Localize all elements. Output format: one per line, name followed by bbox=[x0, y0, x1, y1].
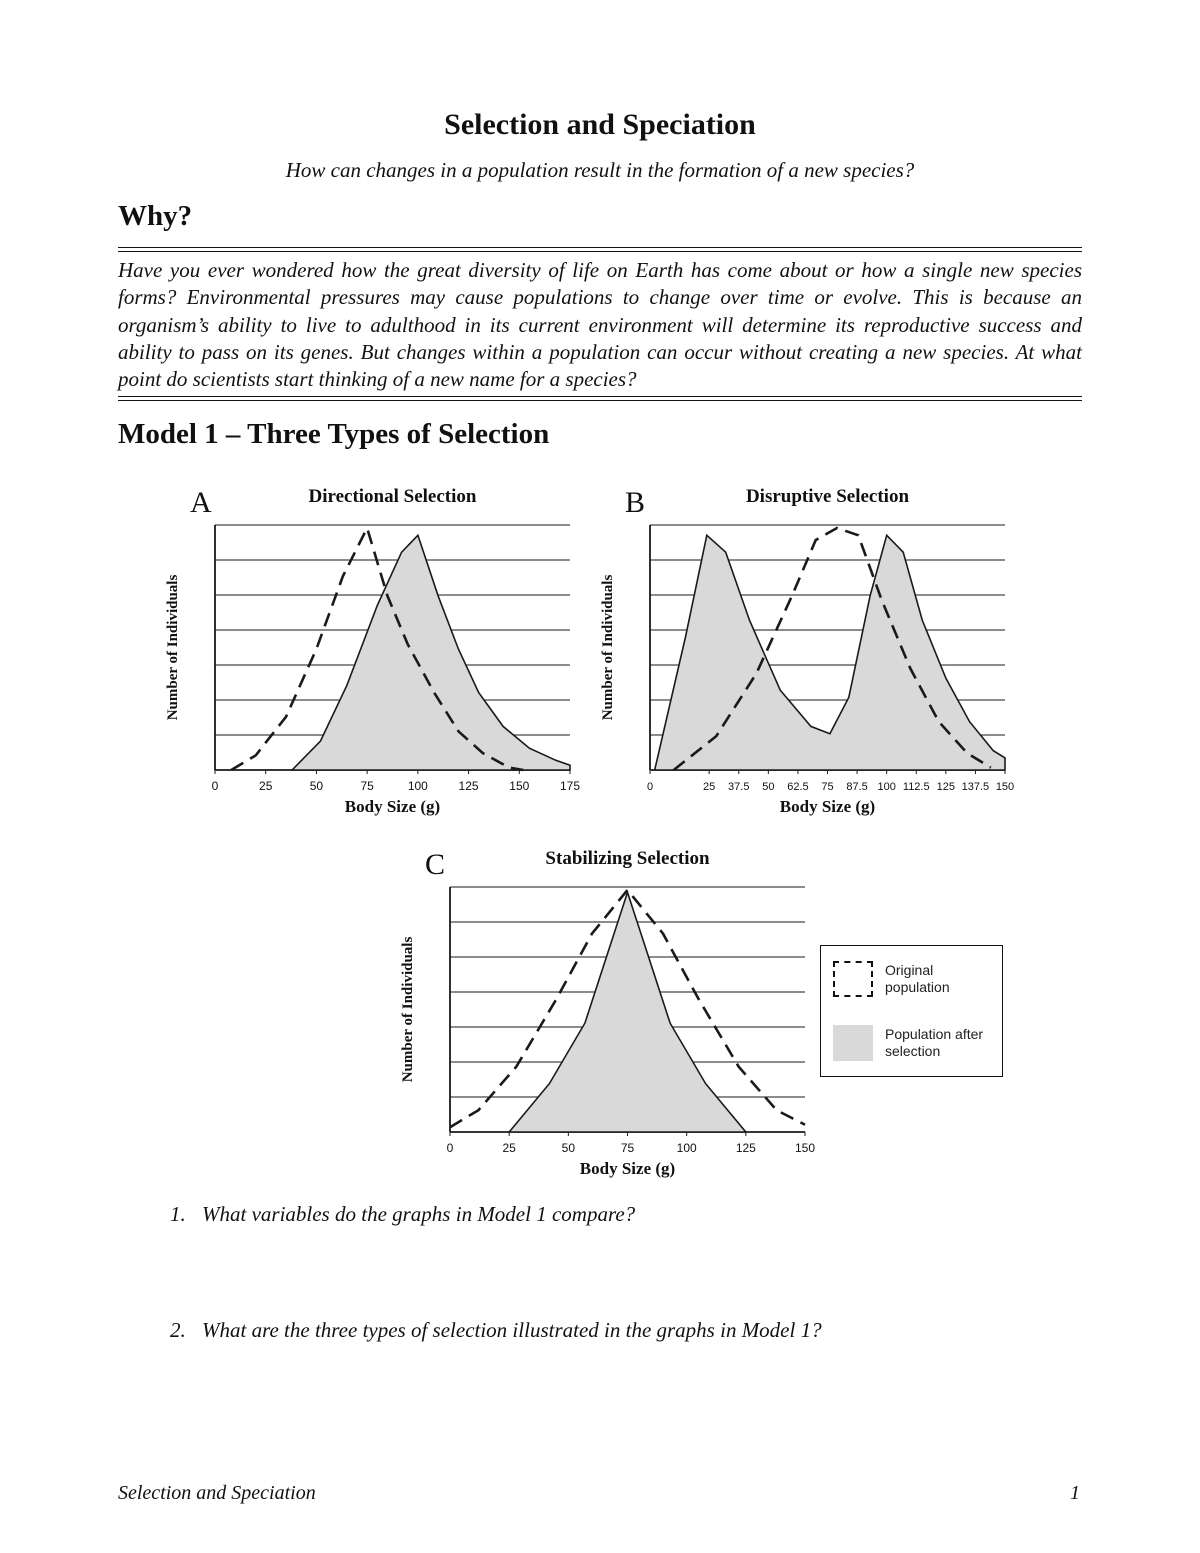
svg-text:75: 75 bbox=[621, 1141, 635, 1155]
question-1-text: What variables do the graphs in Model 1 … bbox=[202, 1202, 636, 1226]
svg-text:37.5: 37.5 bbox=[728, 781, 749, 793]
svg-text:Body Size (g): Body Size (g) bbox=[780, 797, 875, 816]
legend-row-after: Population after selection bbox=[833, 1025, 990, 1061]
legend: Original population Population after sel… bbox=[820, 945, 1003, 1077]
svg-text:125: 125 bbox=[459, 779, 479, 793]
svg-text:Number of Individuals: Number of Individuals bbox=[600, 575, 616, 721]
svg-text:25: 25 bbox=[259, 779, 273, 793]
chart-stabilizing-selection: 0 25 50 75 100 125 150 Stabilizing Selection C Bo… bbox=[385, 842, 855, 1187]
population-after-selection-swatch bbox=[833, 1025, 873, 1061]
svg-text:137.5: 137.5 bbox=[962, 781, 990, 793]
section-divider-bottom bbox=[118, 396, 1082, 401]
svg-text:25: 25 bbox=[502, 1141, 516, 1155]
svg-text:62.5: 62.5 bbox=[787, 781, 808, 793]
svg-text:87.5: 87.5 bbox=[846, 781, 867, 793]
svg-text:Directional Selection: Directional Selection bbox=[309, 486, 477, 507]
svg-text:0: 0 bbox=[647, 781, 653, 793]
section-divider-top bbox=[118, 247, 1082, 252]
svg-text:100: 100 bbox=[877, 781, 895, 793]
svg-text:50: 50 bbox=[562, 1141, 576, 1155]
svg-text:25: 25 bbox=[703, 781, 715, 793]
legend-label-original: Original population bbox=[885, 961, 950, 996]
question-2: 2. What are the three types of selection … bbox=[170, 1318, 1050, 1343]
svg-text:50: 50 bbox=[762, 781, 774, 793]
chart-svg-b: 0 25 37.5 50 62.5 75 87.5 100 112.5 125 137.5 150 Di… bbox=[600, 486, 1014, 816]
svg-text:112.5: 112.5 bbox=[903, 781, 930, 793]
svg-text:0: 0 bbox=[447, 1141, 454, 1155]
chart-svg-c: 0 25 50 75 100 125 150 Stabilizing Selection C Bo… bbox=[400, 848, 815, 1178]
page-title: Selection and Speciation bbox=[444, 108, 756, 141]
svg-text:Body Size (g): Body Size (g) bbox=[580, 1159, 675, 1178]
svg-text:A: A bbox=[190, 486, 212, 519]
why-heading: Why? bbox=[118, 200, 193, 232]
model-1-heading: Model 1 – Three Types of Selection bbox=[118, 418, 550, 450]
svg-text:Stabilizing Selection: Stabilizing Selection bbox=[545, 848, 710, 869]
svg-text:Number of Individuals: Number of Individuals bbox=[165, 575, 181, 721]
svg-text:75: 75 bbox=[821, 781, 833, 793]
chart-svg-a: 0 25 50 75 100 125 150 175 Directional Selection… bbox=[165, 486, 580, 816]
svg-text:Disruptive Selection: Disruptive Selection bbox=[746, 486, 910, 507]
svg-text:150: 150 bbox=[996, 781, 1014, 793]
svg-text:Body Size (g): Body Size (g) bbox=[345, 797, 440, 816]
page-subtitle: How can changes in a population result i… bbox=[285, 158, 915, 182]
svg-text:0: 0 bbox=[212, 779, 219, 793]
footer-page-number: 1 bbox=[1070, 1482, 1080, 1504]
svg-text:150: 150 bbox=[795, 1141, 815, 1155]
legend-label-after: Population after selection bbox=[885, 1025, 984, 1060]
svg-text:125: 125 bbox=[736, 1141, 756, 1155]
chart-disruptive-selection: 0 25 37.5 50 62.5 75 87.5 100 112.5 125 137.5 150 Di… bbox=[585, 480, 1055, 825]
svg-text:175: 175 bbox=[560, 779, 580, 793]
question-2-number: 2. bbox=[170, 1318, 186, 1342]
svg-text:Number of Individuals: Number of Individuals bbox=[400, 937, 416, 1083]
question-2-text: What are the three types of selection il… bbox=[202, 1318, 822, 1342]
svg-text:125: 125 bbox=[937, 781, 955, 793]
question-1-number: 1. bbox=[170, 1202, 186, 1226]
svg-text:C: C bbox=[425, 848, 445, 881]
svg-text:100: 100 bbox=[408, 779, 428, 793]
svg-text:B: B bbox=[625, 486, 645, 519]
footer-title: Selection and Speciation bbox=[118, 1482, 316, 1504]
chart-directional-selection: 0 25 50 75 100 125 150 175 Directional Selection… bbox=[150, 480, 620, 825]
svg-text:75: 75 bbox=[360, 779, 374, 793]
why-paragraph: Have you ever wondered how the great div… bbox=[118, 258, 1082, 392]
svg-text:100: 100 bbox=[677, 1141, 697, 1155]
svg-text:150: 150 bbox=[509, 779, 529, 793]
legend-row-original: Original population bbox=[833, 961, 990, 997]
original-population-swatch bbox=[833, 961, 873, 997]
svg-text:50: 50 bbox=[310, 779, 324, 793]
question-1: 1. What variables do the graphs in Model … bbox=[170, 1202, 1050, 1227]
